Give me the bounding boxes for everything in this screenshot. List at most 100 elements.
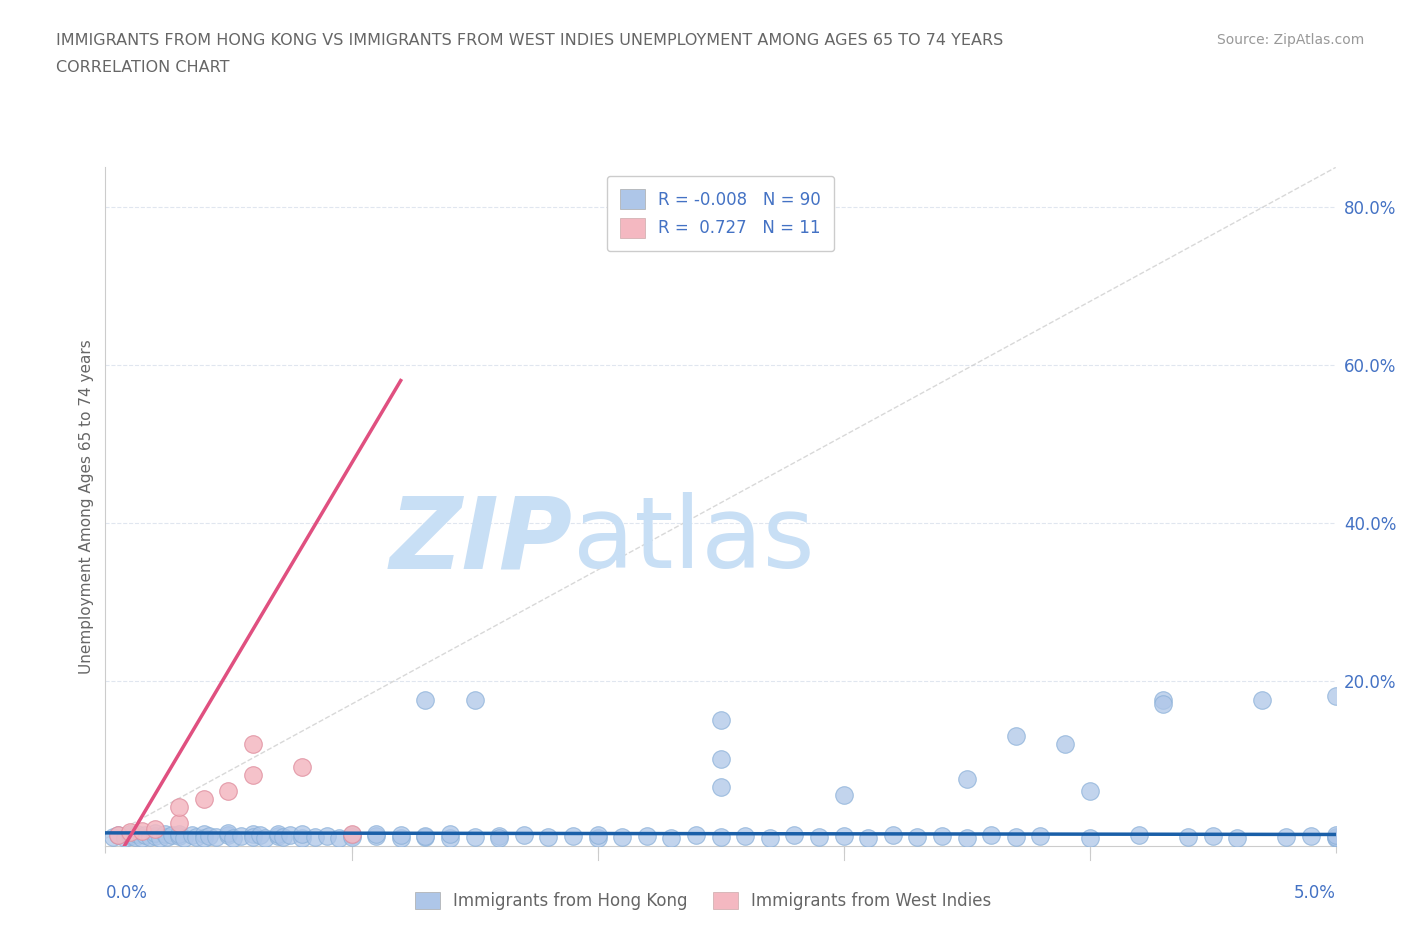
Point xyxy=(1004,728,1026,743)
Point xyxy=(1078,830,1101,845)
Point xyxy=(131,830,153,845)
Text: 0.0%: 0.0% xyxy=(105,884,148,902)
Point xyxy=(173,830,195,845)
Text: CORRELATION CHART: CORRELATION CHART xyxy=(56,60,229,75)
Point xyxy=(439,827,461,842)
Point xyxy=(120,826,141,841)
Point xyxy=(710,830,733,844)
Point xyxy=(205,830,228,844)
Point xyxy=(249,828,271,843)
Point xyxy=(931,829,953,844)
Point xyxy=(242,737,264,751)
Point xyxy=(980,828,1002,843)
Point xyxy=(488,830,510,845)
Text: Source: ZipAtlas.com: Source: ZipAtlas.com xyxy=(1216,33,1364,46)
Point xyxy=(364,827,387,842)
Text: 5.0%: 5.0% xyxy=(1294,884,1336,902)
Point xyxy=(513,828,536,843)
Point xyxy=(291,760,314,775)
Point xyxy=(734,829,756,844)
Point xyxy=(1153,693,1175,708)
Point xyxy=(537,830,560,844)
Point xyxy=(661,830,683,845)
Point xyxy=(218,828,240,843)
Point xyxy=(120,829,141,844)
Point xyxy=(229,829,252,844)
Point xyxy=(278,828,301,843)
Point xyxy=(138,830,162,844)
Point xyxy=(956,830,979,845)
Point xyxy=(612,830,634,844)
Point xyxy=(218,784,240,799)
Point xyxy=(169,816,191,830)
Point xyxy=(439,830,461,845)
Point xyxy=(586,830,609,845)
Text: ZIP: ZIP xyxy=(389,492,574,590)
Point xyxy=(636,829,658,844)
Y-axis label: Unemployment Among Ages 65 to 74 years: Unemployment Among Ages 65 to 74 years xyxy=(79,339,94,674)
Point xyxy=(180,828,202,843)
Point xyxy=(488,829,510,844)
Point xyxy=(218,826,240,841)
Point xyxy=(710,779,733,794)
Point xyxy=(193,830,215,845)
Point xyxy=(1251,693,1274,708)
Point xyxy=(271,830,294,844)
Point xyxy=(907,830,929,844)
Point xyxy=(315,829,337,844)
Point xyxy=(120,825,141,840)
Point xyxy=(586,828,609,843)
Point xyxy=(464,693,486,708)
Point xyxy=(197,829,219,844)
Text: atlas: atlas xyxy=(574,492,814,590)
Point xyxy=(222,830,245,845)
Point xyxy=(101,830,124,844)
Point xyxy=(1324,830,1347,845)
Point xyxy=(783,828,806,843)
Point xyxy=(956,772,979,787)
Point xyxy=(1153,697,1175,711)
Point xyxy=(808,830,831,844)
Point xyxy=(169,826,191,841)
Point xyxy=(242,830,264,844)
Point xyxy=(328,830,350,845)
Point xyxy=(127,827,149,842)
Legend: R = -0.008   N = 90, R =  0.727   N = 11: R = -0.008 N = 90, R = 0.727 N = 11 xyxy=(607,176,834,251)
Point xyxy=(242,827,264,842)
Point xyxy=(131,823,153,838)
Point xyxy=(1275,830,1298,844)
Point xyxy=(1054,737,1077,751)
Point xyxy=(340,830,363,844)
Point xyxy=(464,830,486,844)
Point xyxy=(832,829,855,844)
Point xyxy=(1301,829,1323,844)
Point xyxy=(143,829,166,844)
Point xyxy=(1324,830,1347,844)
Point xyxy=(1029,829,1052,844)
Point xyxy=(364,829,387,844)
Point xyxy=(832,788,855,803)
Point xyxy=(858,830,880,845)
Point xyxy=(267,829,290,844)
Point xyxy=(143,821,166,836)
Point xyxy=(710,712,733,727)
Point xyxy=(291,827,314,842)
Point xyxy=(340,828,363,843)
Point xyxy=(1201,829,1223,844)
Point xyxy=(254,830,277,845)
Point xyxy=(107,828,129,843)
Point xyxy=(562,829,585,844)
Point xyxy=(291,830,314,845)
Point xyxy=(143,826,166,841)
Point xyxy=(1324,828,1347,843)
Point xyxy=(413,830,436,844)
Point xyxy=(186,830,208,844)
Point xyxy=(153,827,176,842)
Point xyxy=(710,752,733,767)
Point xyxy=(107,828,129,843)
Point xyxy=(413,693,436,708)
Point xyxy=(685,828,707,843)
Point xyxy=(1226,830,1249,845)
Point xyxy=(193,827,215,842)
Point xyxy=(160,828,183,843)
